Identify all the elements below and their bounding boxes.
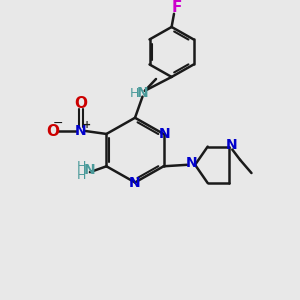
Text: N: N xyxy=(159,127,171,141)
Text: N: N xyxy=(185,156,197,170)
Text: O: O xyxy=(74,96,87,111)
Text: +: + xyxy=(83,120,92,130)
Text: N: N xyxy=(83,163,95,177)
Text: O: O xyxy=(46,124,59,139)
Text: N: N xyxy=(75,124,87,138)
Text: H: H xyxy=(77,160,86,173)
Text: F: F xyxy=(171,0,182,15)
Text: N: N xyxy=(129,176,141,190)
Text: H: H xyxy=(129,87,139,100)
Text: H: H xyxy=(77,169,86,182)
Text: N: N xyxy=(225,138,237,152)
Text: N: N xyxy=(137,86,148,100)
Text: −: − xyxy=(52,117,63,130)
